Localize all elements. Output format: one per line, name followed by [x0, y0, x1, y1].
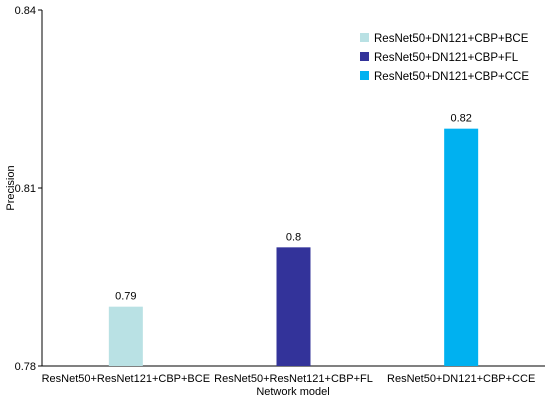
- y-tick-label: 0.81: [15, 183, 36, 195]
- legend-label: ResNet50+DN121+CBP+CCE: [374, 71, 529, 83]
- data-label: 0.8: [286, 231, 301, 243]
- x-tick-label: ResNet50+ResNet121+CBP+FL: [214, 373, 373, 385]
- value-labels: 0.79 0.8 0.82: [115, 113, 472, 303]
- data-label: 0.82: [450, 113, 471, 125]
- y-ticks: 0.78 0.81 0.84: [15, 5, 42, 373]
- y-axis-title: Precision: [5, 165, 17, 210]
- legend-swatch: [360, 52, 369, 61]
- legend-label: ResNet50+DN121+CBP+BCE: [374, 33, 529, 45]
- y-tick-label: 0.78: [15, 361, 36, 373]
- bars: [108, 128, 479, 366]
- x-ticks: ResNet50+ResNet121+CBP+BCE ResNet50+ResNe…: [42, 373, 536, 385]
- x-tick-label: ResNet50+DN121+CBP+CCE: [387, 373, 535, 385]
- x-tick-label: ResNet50+ResNet121+CBP+BCE: [42, 373, 210, 385]
- legend: ResNet50+DN121+CBP+BCE ResNet50+DN121+CBP…: [360, 33, 529, 83]
- x-axis-title: Network model: [256, 386, 329, 398]
- bar: [108, 306, 143, 366]
- bar: [444, 128, 479, 366]
- bar: [276, 247, 311, 366]
- legend-swatch: [360, 33, 369, 42]
- data-label: 0.79: [115, 291, 136, 303]
- y-tick-label: 0.84: [15, 5, 36, 17]
- legend-swatch: [360, 71, 369, 80]
- legend-label: ResNet50+DN121+CBP+FL: [374, 52, 519, 64]
